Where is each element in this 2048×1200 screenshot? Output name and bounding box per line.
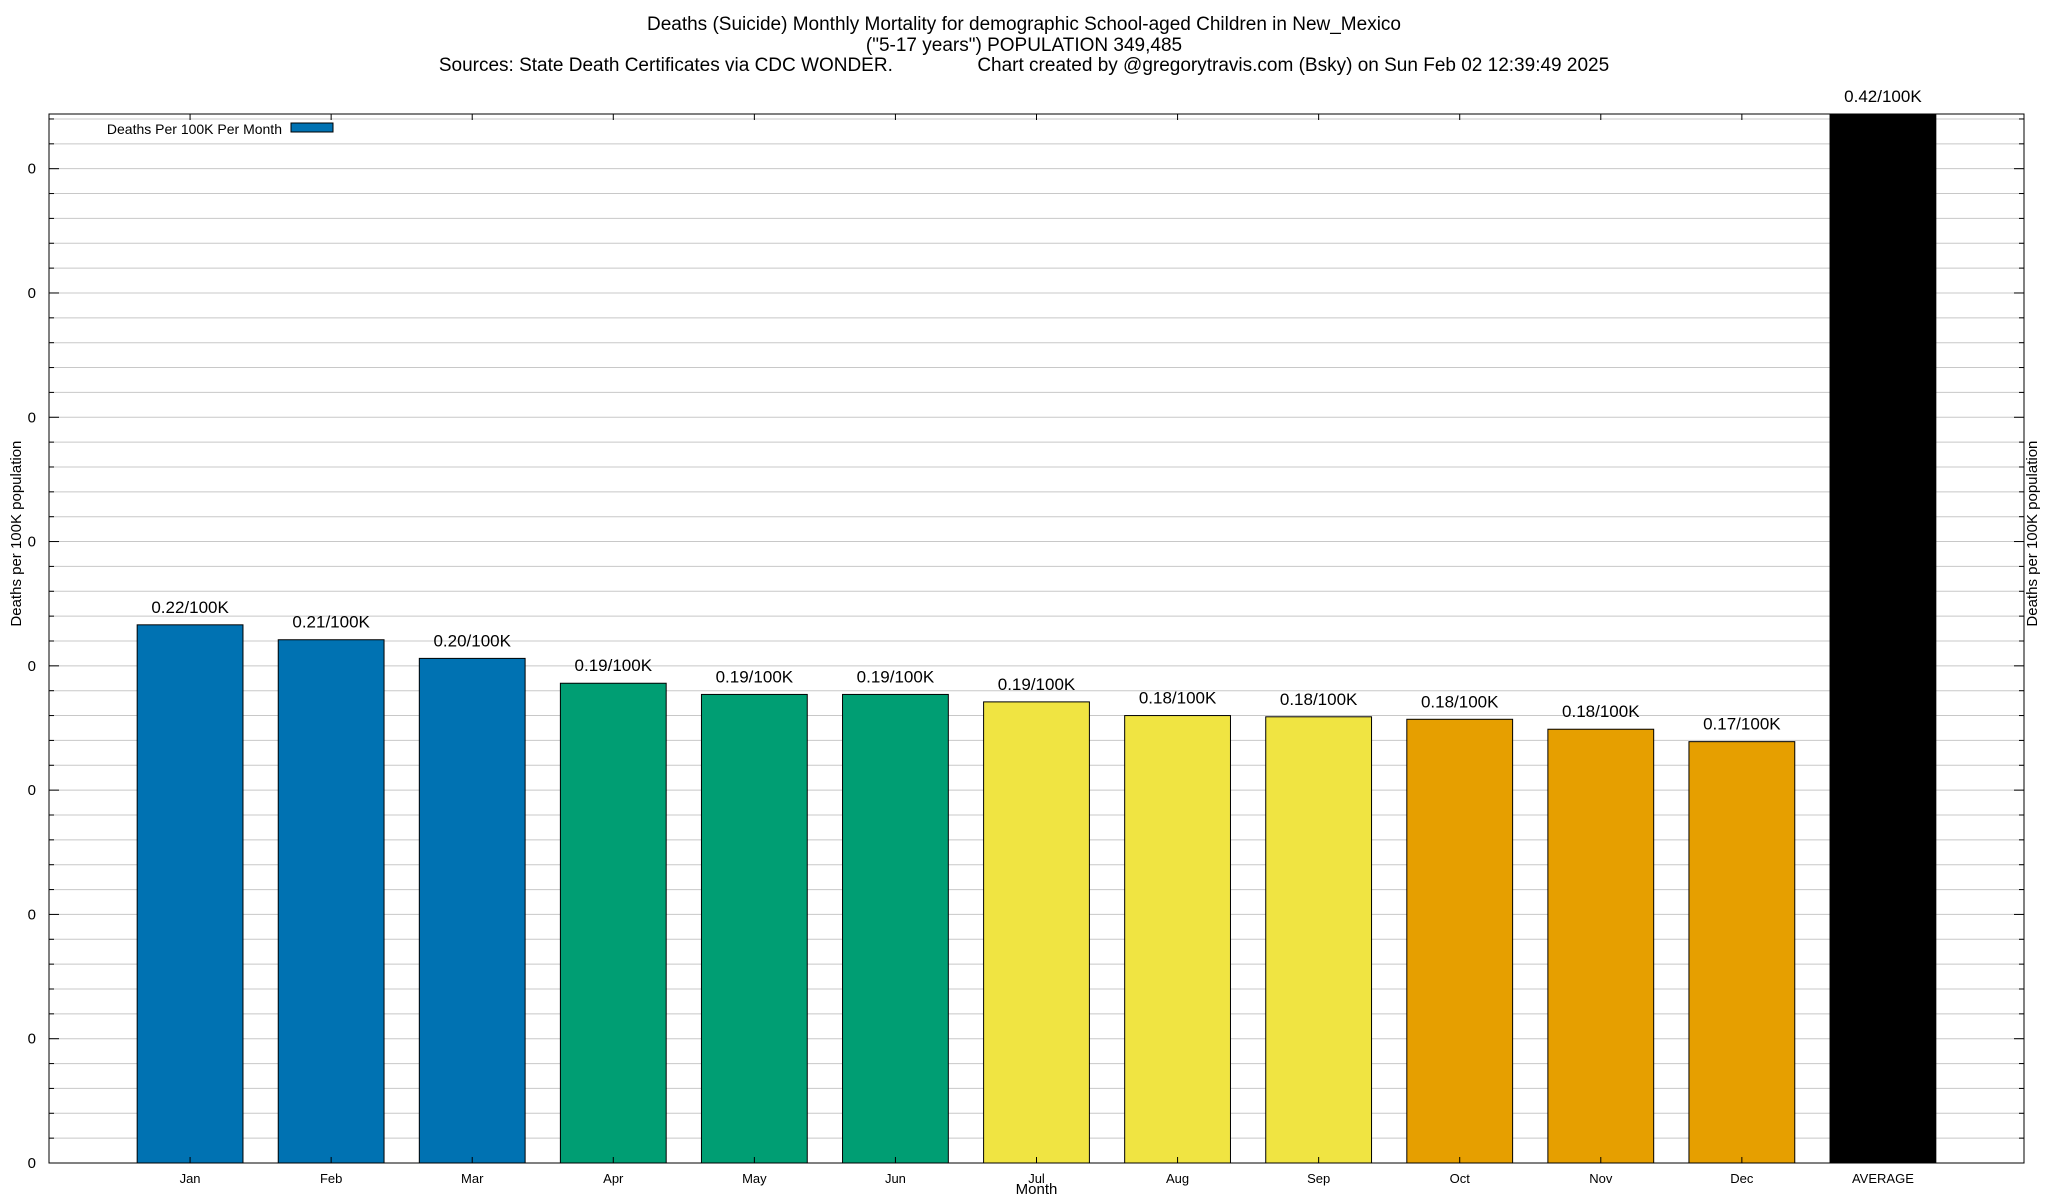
y-tick-label: 0 [28,658,36,675]
legend: Deaths Per 100K Per Month [107,121,334,137]
bar-value-label: 0.19/100K [857,667,935,686]
chart-title: Deaths (Suicide) Monthly Mortality for d… [646,14,1401,35]
bar-sep [1265,716,1373,1164]
y-tick-label: 0 [28,1155,36,1172]
bar-dec [1688,741,1796,1164]
bar-value-label: 0.19/100K [998,675,1076,694]
y-tick-label: 0 [28,161,36,178]
x-tick-label: Aug [1166,1171,1189,1186]
chart-subtitle: ("5-17 years") POPULATION 349,485 [865,35,1183,56]
bar-average [1829,113,1937,1164]
y-tick-label: 0 [28,906,36,923]
bar-jan [136,624,244,1164]
bar-value-label: 0.18/100K [1280,690,1358,709]
legend-swatch [290,122,334,133]
bar-nov [1547,728,1655,1164]
axis-ticks: 0 0 0 0 0 0 0 0 0 [28,114,2024,1172]
bar-value-label: 0.20/100K [433,631,511,650]
x-tick-label: Oct [1450,1171,1471,1186]
bars: 0.22/100K Jan 0.21/100K Feb 0.20/100K Mar 0.19… [136,87,1937,1186]
x-tick-label: Jul [1028,1171,1045,1186]
legend-label: Deaths Per 100K Per Month [107,121,282,137]
x-tick-label: AVERAGE [1852,1171,1914,1186]
bar-aug [1124,715,1231,1164]
bar-apr [559,682,667,1164]
bar-mar [418,657,526,1164]
y-tick-label: 0 [28,285,36,302]
x-tick-label: May [742,1171,767,1186]
x-tick-label: Feb [320,1171,342,1186]
x-tick-label: Sep [1307,1171,1330,1186]
y2-axis-label: Deaths per 100K population [2024,441,2041,627]
bar-value-label: 0.42/100K [1844,87,1922,106]
bar-may [700,693,808,1164]
y-tick-label: 0 [28,409,36,426]
y-axis-label: Deaths per 100K population [8,441,25,627]
bar-value-label: 0.22/100K [151,598,229,617]
bar-value-label: 0.18/100K [1139,689,1217,708]
bar-jun [842,693,949,1164]
bar-oct [1406,718,1514,1164]
bar-value-label: 0.21/100K [292,613,370,632]
bar-jul [983,701,1090,1164]
x-tick-label: Apr [603,1171,624,1186]
y-tick-label: 0 [28,782,36,799]
x-axis-label: Month [1016,1181,1058,1198]
bar-value-label: 0.19/100K [575,656,653,675]
bar-value-label: 0.19/100K [716,667,794,686]
x-tick-label: Mar [461,1171,484,1186]
bar-value-label: 0.18/100K [1562,702,1640,721]
bar-value-label: 0.17/100K [1703,715,1781,734]
x-tick-label: Dec [1730,1171,1754,1186]
bar-value-label: 0.18/100K [1421,692,1499,711]
chart-sources: Sources: State Death Certificates via CD… [438,55,1610,76]
y-tick-label: 0 [28,534,36,551]
x-tick-label: Jun [885,1171,906,1186]
x-tick-label: Nov [1589,1171,1613,1186]
x-tick-label: Jan [180,1171,201,1186]
bar-feb [277,639,385,1164]
y-tick-label: 0 [28,1031,36,1048]
